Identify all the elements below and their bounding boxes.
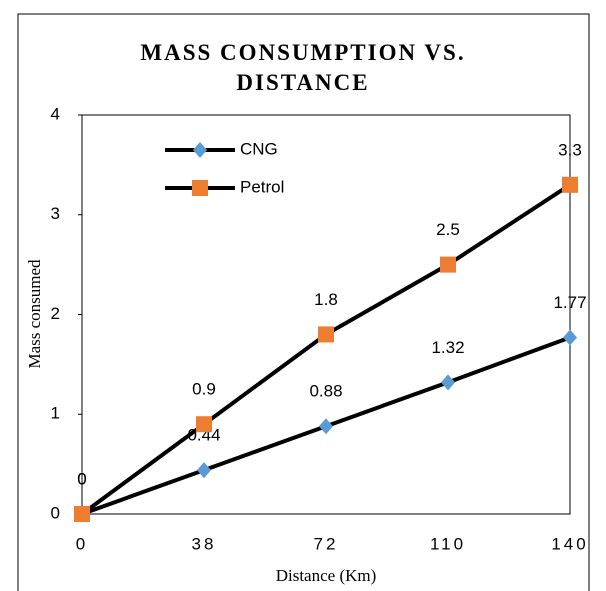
- x-tick-label: 110: [430, 534, 466, 553]
- marker: [319, 418, 333, 435]
- data-label: 1.77: [553, 293, 586, 312]
- chart-title: MASS CONSUMPTION VS. DISTANCE: [140, 40, 466, 95]
- data-label: 0.88: [309, 382, 342, 401]
- marker: [192, 180, 208, 196]
- data-label: 1.32: [431, 338, 464, 357]
- y-tick-label: 4: [51, 104, 60, 123]
- data-label: 0.9: [192, 380, 216, 399]
- plot-border: [81, 114, 571, 515]
- marker: [318, 326, 334, 343]
- marker: [197, 462, 211, 479]
- y-tick-label: 2: [51, 304, 60, 323]
- y-tick-label: 3: [51, 204, 60, 223]
- marker: [74, 506, 90, 522]
- legend-label: CNG: [240, 139, 278, 158]
- series-line: [80, 183, 572, 516]
- data-label: 0.44: [187, 426, 220, 445]
- y-tick-label: 1: [51, 404, 60, 423]
- x-tick-label: 38: [192, 534, 217, 553]
- data-label: 0: [77, 469, 86, 488]
- marker: [562, 176, 578, 193]
- marker: [193, 142, 207, 158]
- marker: [441, 374, 455, 391]
- data-label: 0: [77, 469, 86, 488]
- data-label: 2.5: [436, 220, 460, 239]
- y-tick-label: 0: [51, 503, 60, 522]
- x-tick-label: 140: [551, 534, 588, 553]
- x-tick-label: 0: [76, 534, 88, 553]
- data-label: 3.3: [558, 140, 582, 159]
- legend-label: Petrol: [240, 177, 284, 196]
- marker: [563, 329, 577, 346]
- marker: [440, 256, 456, 273]
- x-tick-label: 72: [314, 534, 339, 553]
- x-axis-label: Distance (Km): [276, 566, 377, 585]
- y-axis-label: Mass consumed: [25, 259, 44, 369]
- marker: [196, 416, 212, 433]
- data-label: 1.8: [314, 290, 338, 309]
- chart-border: [17, 13, 590, 591]
